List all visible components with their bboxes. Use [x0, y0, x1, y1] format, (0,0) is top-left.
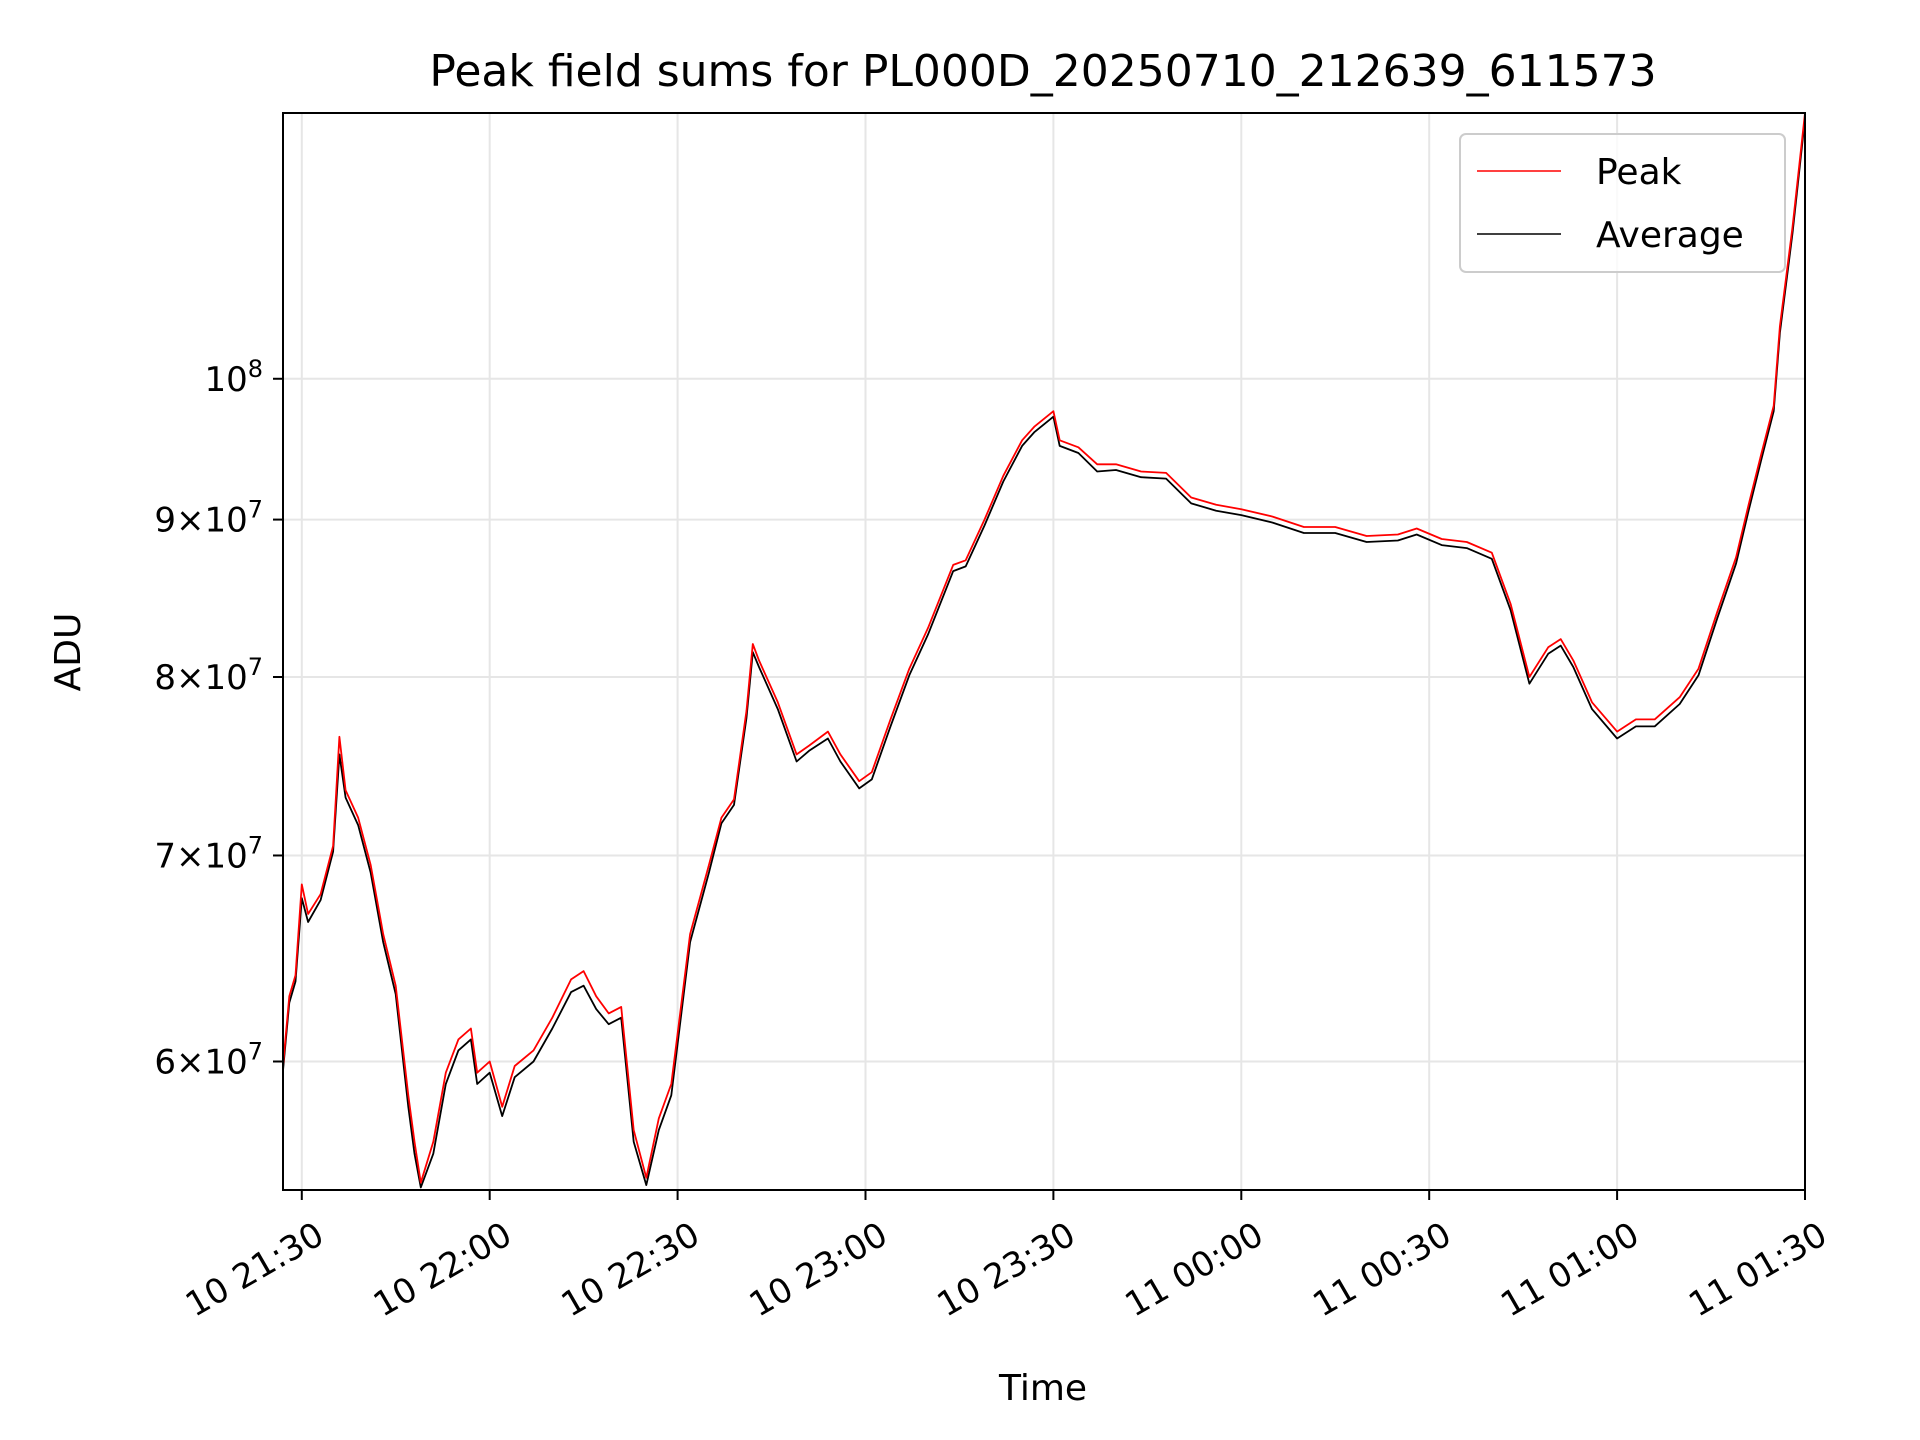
series-line-peak: [283, 113, 1805, 1184]
series-line-average: [283, 118, 1805, 1189]
legend: Peak Average: [1459, 133, 1786, 273]
plot-area-frame: [282, 112, 1806, 1191]
legend-label-peak: Peak: [1596, 152, 1682, 193]
y-axis-title: ADU: [48, 613, 89, 692]
y-axis-ticks: 6×107 7×107 8×107 9×107 108: [154, 355, 283, 1083]
plot-series: [283, 113, 1805, 1189]
x-axis-title: Time: [998, 1368, 1087, 1409]
legend-box: [1459, 133, 1786, 273]
y-tick-label: 6×107: [154, 1038, 263, 1083]
y-tick-label: 108: [204, 355, 263, 400]
y-tick-label: 7×107: [154, 831, 263, 876]
y-tick-label: 9×107: [154, 496, 263, 541]
legend-label-average: Average: [1596, 215, 1744, 256]
chart-title: Peak field sums for PL000D_20250710_2126…: [429, 46, 1656, 97]
y-tick-label: 8×107: [154, 653, 263, 698]
